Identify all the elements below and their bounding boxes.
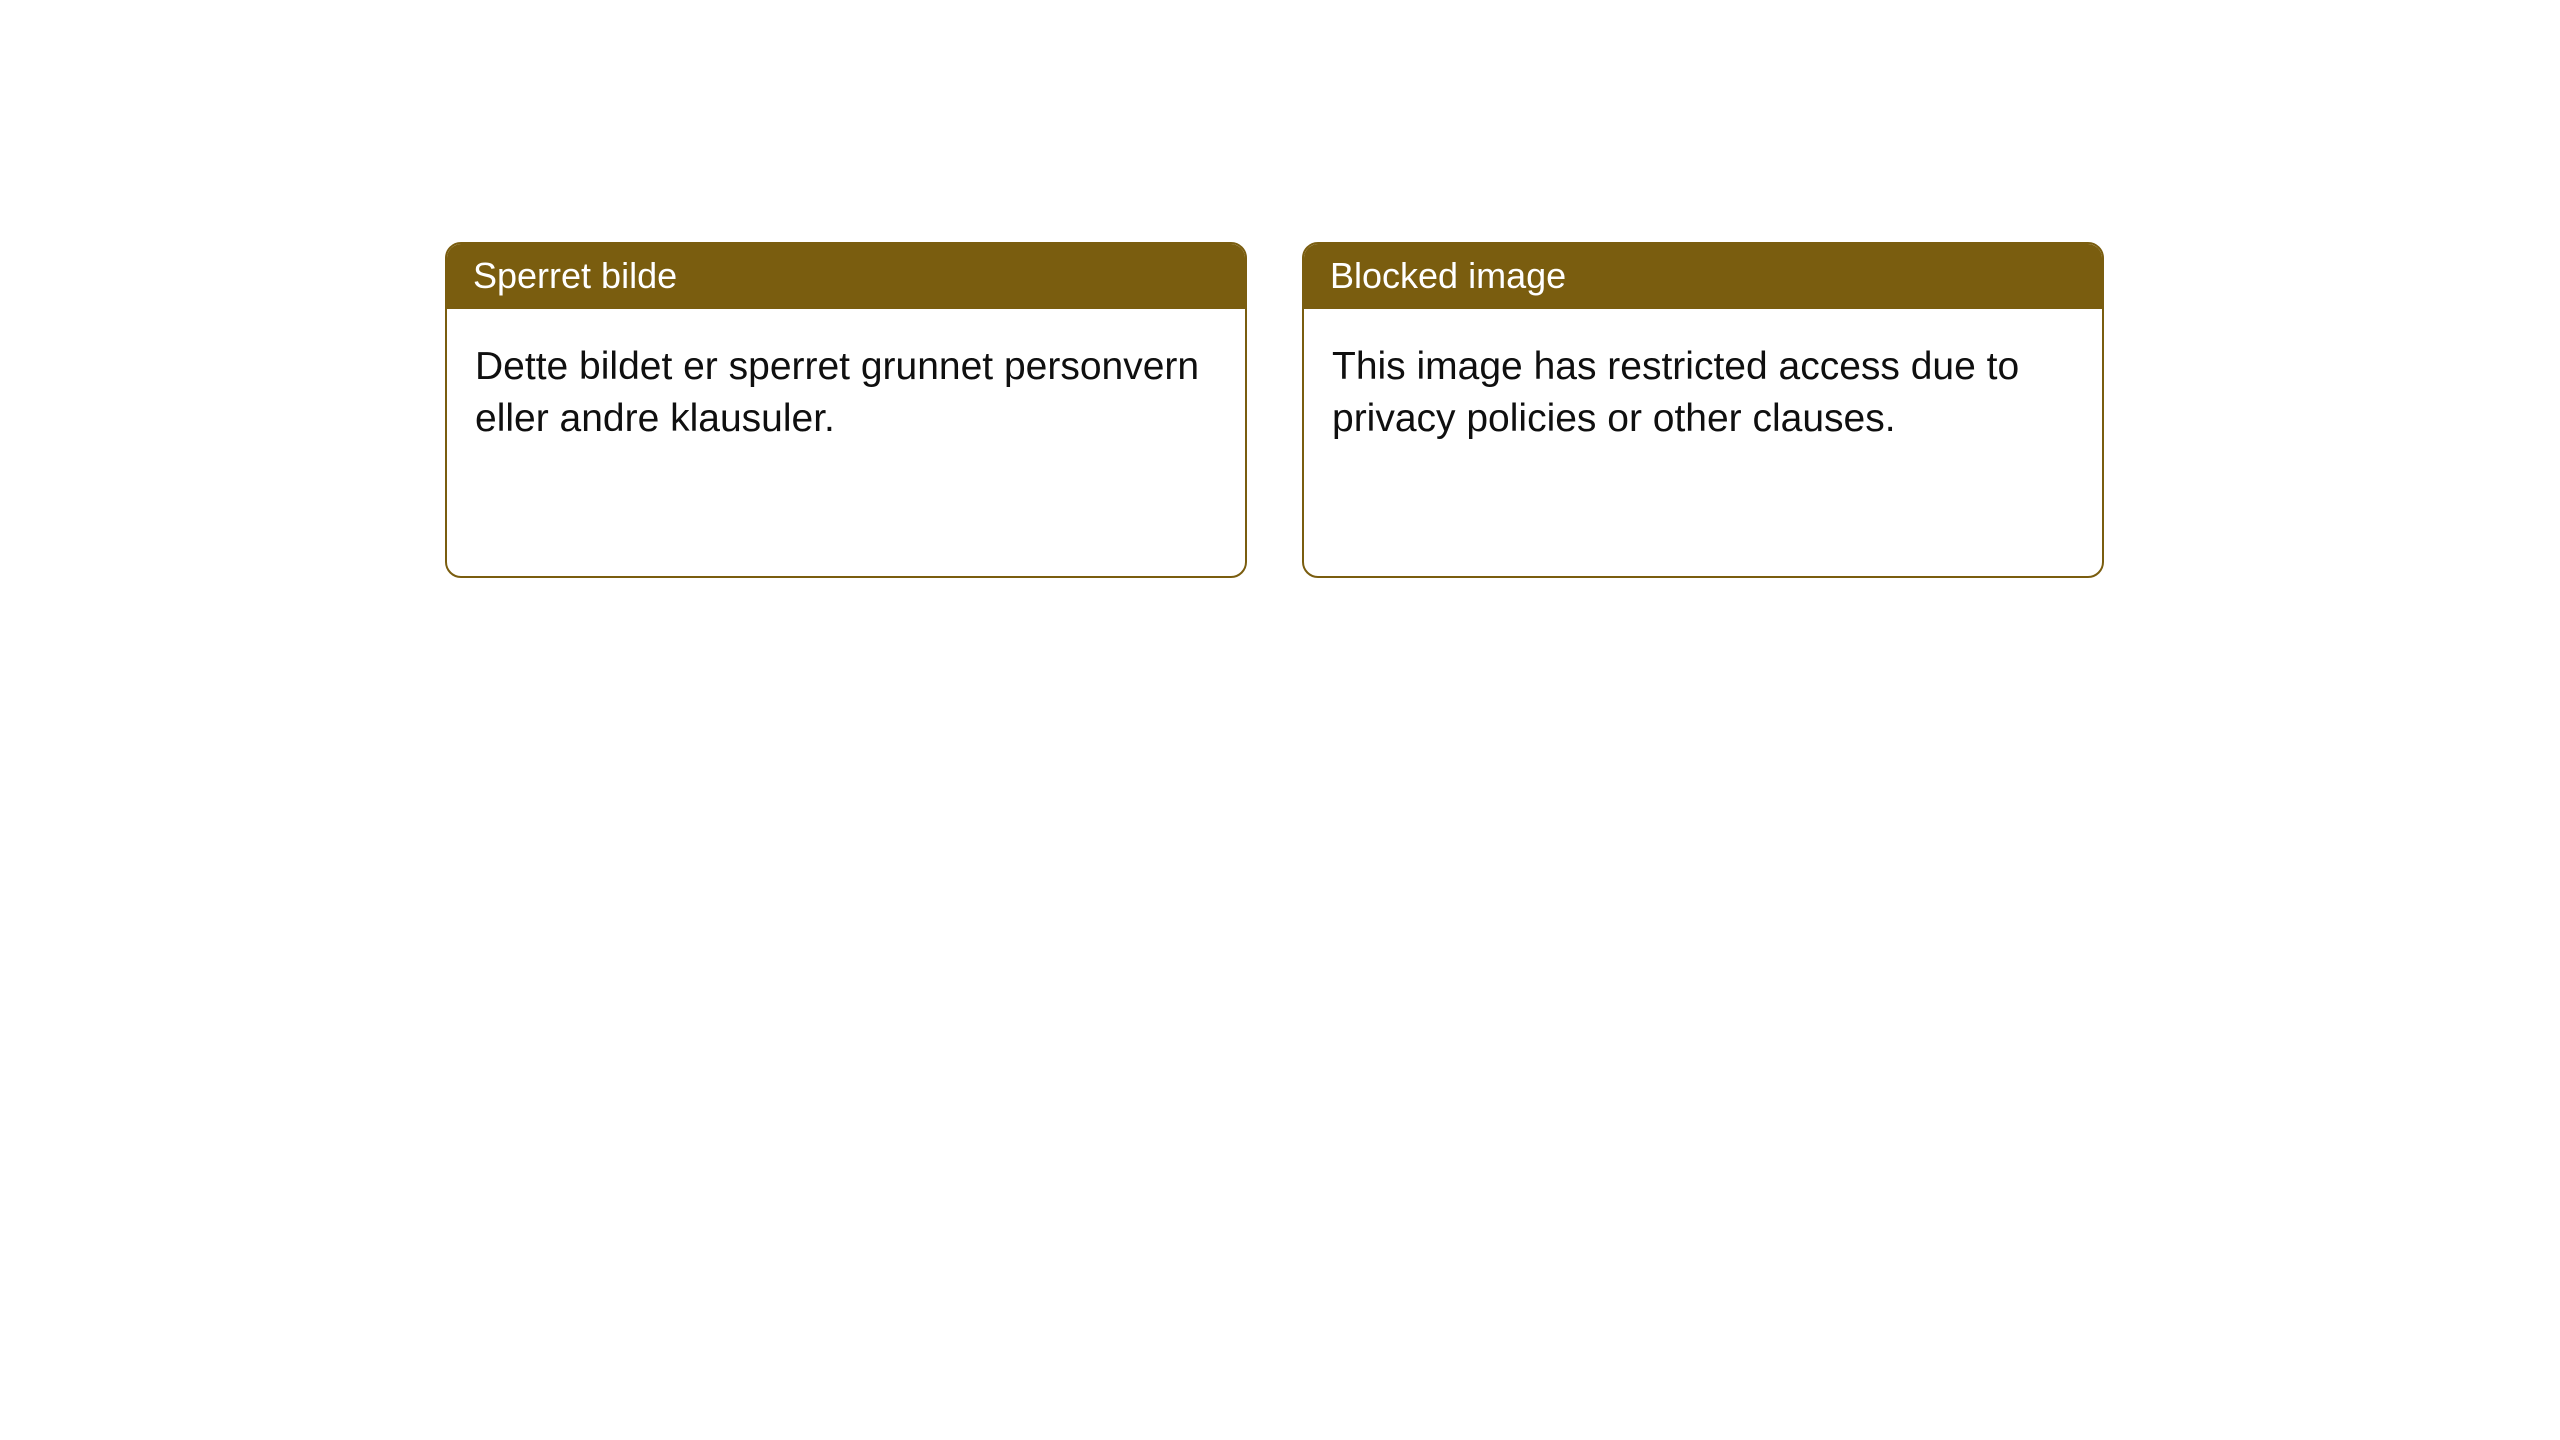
notice-container: Sperret bilde Dette bildet er sperret gr… (0, 0, 2560, 578)
notice-body-english: This image has restricted access due to … (1304, 309, 2102, 476)
notice-title-norwegian: Sperret bilde (447, 244, 1245, 309)
notice-box-english: Blocked image This image has restricted … (1302, 242, 2104, 578)
notice-title-english: Blocked image (1304, 244, 2102, 309)
notice-box-norwegian: Sperret bilde Dette bildet er sperret gr… (445, 242, 1247, 578)
notice-body-norwegian: Dette bildet er sperret grunnet personve… (447, 309, 1245, 476)
